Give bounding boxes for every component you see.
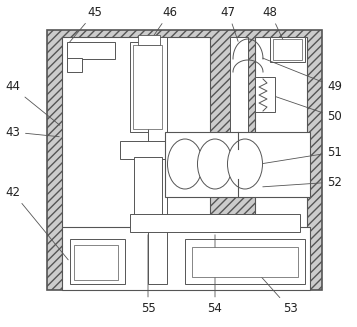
Text: 46: 46: [150, 6, 177, 42]
Bar: [62, 227, 310, 290]
Bar: [74, 245, 118, 280]
Text: 47: 47: [221, 6, 238, 42]
Bar: [255, 37, 307, 277]
Bar: [70, 239, 125, 284]
Bar: [133, 45, 162, 129]
Bar: [273, 39, 302, 60]
Bar: [230, 37, 248, 172]
Bar: [120, 141, 195, 159]
Text: 53: 53: [250, 264, 297, 316]
Bar: [67, 42, 115, 59]
Bar: [130, 42, 165, 132]
Bar: [62, 37, 210, 277]
Text: 49: 49: [263, 58, 342, 94]
Bar: [130, 214, 300, 232]
Text: 45: 45: [70, 6, 102, 42]
Bar: [165, 132, 310, 197]
Bar: [148, 227, 167, 284]
Text: 54: 54: [207, 235, 222, 316]
Ellipse shape: [227, 139, 262, 189]
Bar: [192, 247, 298, 277]
Bar: [270, 37, 305, 62]
Text: 50: 50: [271, 95, 342, 124]
Bar: [185, 239, 305, 284]
Bar: [47, 30, 322, 290]
Text: 44: 44: [5, 80, 60, 125]
Text: 42: 42: [5, 185, 68, 260]
Ellipse shape: [197, 139, 232, 189]
Bar: [134, 157, 162, 227]
Text: 43: 43: [5, 126, 59, 139]
Text: 51: 51: [263, 146, 342, 164]
Text: 48: 48: [262, 6, 284, 42]
Text: 55: 55: [141, 235, 155, 316]
Bar: [138, 35, 160, 45]
Bar: [148, 37, 167, 227]
Bar: [67, 58, 82, 72]
Bar: [255, 77, 275, 112]
Text: 52: 52: [263, 176, 342, 188]
Ellipse shape: [167, 139, 202, 189]
